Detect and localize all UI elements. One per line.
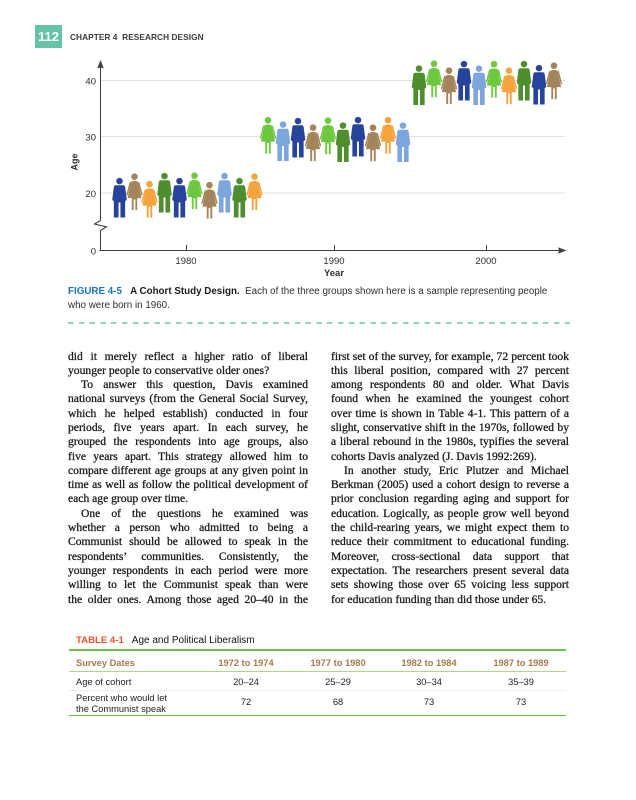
svg-text:2000: 2000	[475, 256, 496, 267]
svg-text:Age: Age	[70, 153, 80, 170]
svg-text:Year: Year	[324, 268, 344, 279]
svg-text:1990: 1990	[323, 256, 344, 267]
svg-text:1980: 1980	[175, 256, 196, 267]
svg-text:40: 40	[85, 77, 96, 88]
svg-text:0: 0	[91, 247, 96, 258]
svg-text:30: 30	[85, 133, 96, 144]
svg-text:20: 20	[85, 189, 96, 200]
